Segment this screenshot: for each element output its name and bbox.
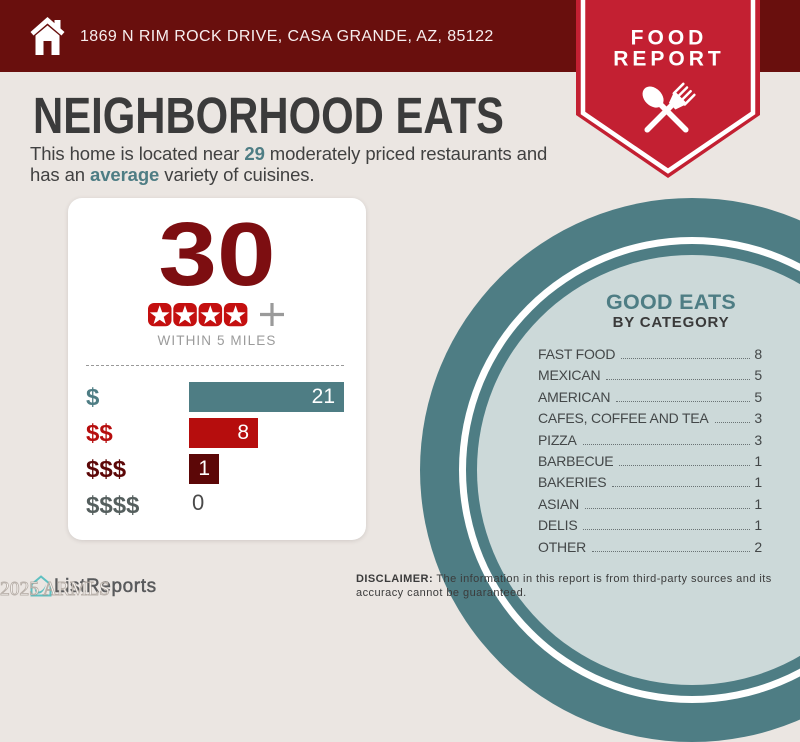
svg-text:REPORT: REPORT bbox=[613, 48, 725, 71]
svg-text:FOOD: FOOD bbox=[631, 27, 708, 50]
